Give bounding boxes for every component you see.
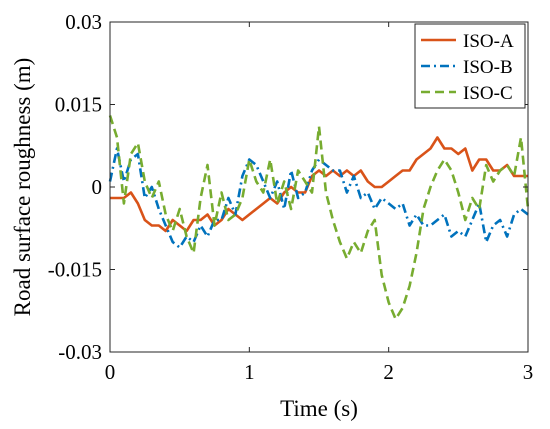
series-layer <box>108 115 530 321</box>
series-line-iso-a <box>110 136 528 233</box>
legend-label-iso-c: ISO-C <box>463 83 513 104</box>
y-tick-label: -0.03 <box>58 340 102 364</box>
y-tick-label: 0.03 <box>65 10 102 34</box>
legend-label-iso-a: ISO-A <box>463 31 514 52</box>
x-tick-label: 1 <box>244 360 255 384</box>
legend: ISO-A ISO-B ISO-C <box>414 23 526 109</box>
x-axis-title: Time (s) <box>280 396 358 421</box>
y-tick-label: -0.015 <box>48 258 102 282</box>
y-axis-title: Road surface roughness (m) <box>10 58 35 317</box>
x-tick-label: 3 <box>523 360 534 384</box>
y-tick-label: 0.015 <box>55 93 102 117</box>
x-tick-label: 2 <box>383 360 394 384</box>
series-line-iso-c <box>108 115 530 321</box>
ticks-layer: 0 1 2 3 -0.03 -0.015 0 0.015 0.03 <box>48 10 534 384</box>
y-tick-label: 0 <box>92 175 103 199</box>
legend-label-iso-b: ISO-B <box>463 57 513 78</box>
legend-box <box>414 23 526 109</box>
x-tick-label: 0 <box>105 360 116 384</box>
